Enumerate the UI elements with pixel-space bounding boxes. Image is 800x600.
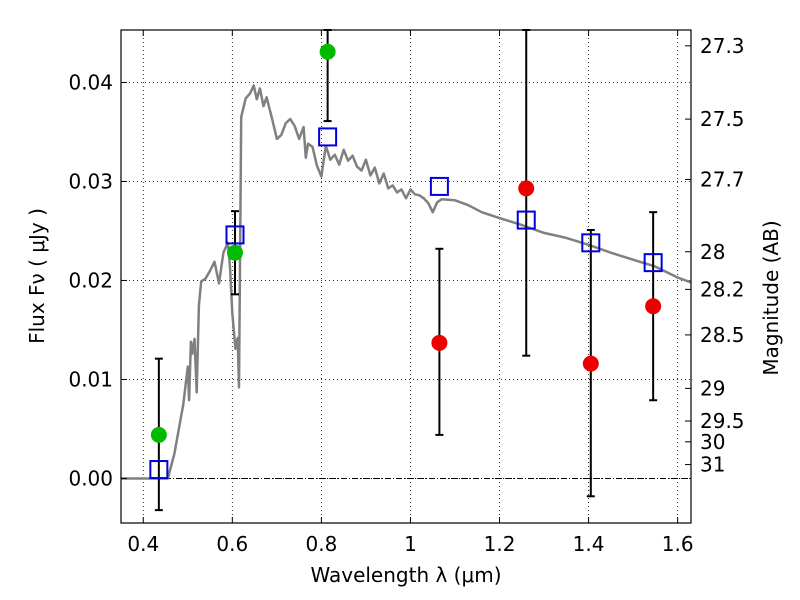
grid-layer (121, 30, 691, 523)
x-tick-label: 1.6 (662, 532, 694, 556)
model-flux-square (516, 210, 536, 230)
tick-layer: 0.4 0.6 0.8 1 1.2 1.4 1.6 0.00 0.01 0.02 0.03 0.04 2… (68, 30, 745, 556)
y2-tick-label: 28.5 (700, 323, 745, 347)
photometry-point (518, 180, 535, 197)
y-tick-label: 0.01 (68, 367, 113, 391)
y2-tick-label: 29.5 (700, 409, 745, 433)
photometry-point (645, 298, 662, 315)
y-tick-label: 0.02 (68, 268, 113, 292)
plot-frame (120, 29, 692, 524)
x-tick-label: 1 (404, 532, 417, 556)
x-tick-label: 0.4 (127, 532, 159, 556)
y2-axis-label: Magnitude (AB) (759, 220, 783, 375)
photometry-point (431, 334, 448, 351)
y2-tick-label: 27.5 (700, 107, 745, 131)
photometry-point (319, 43, 336, 60)
x-tick-label: 0.8 (305, 532, 337, 556)
x-axis-label: Wavelength λ (μm) (310, 563, 501, 587)
y2-tick-label: 27.3 (700, 34, 745, 58)
x-tick-label: 1.4 (573, 532, 605, 556)
model-flux-square (225, 225, 245, 245)
x-tick-label: 1.2 (484, 532, 516, 556)
model-spectrum-line (121, 84, 692, 480)
photometry-point (227, 244, 243, 261)
x-tick-label: 0.6 (216, 532, 248, 556)
marker-layer (149, 43, 663, 480)
y-tick-label: 0.03 (68, 169, 113, 193)
model-flux-square (149, 460, 169, 480)
model-flux-square (429, 176, 449, 196)
y-tick-label: 0.04 (68, 70, 113, 94)
y2-tick-label: 27.7 (700, 167, 745, 191)
model-flux-square (318, 127, 338, 147)
model-flux-square (643, 253, 663, 273)
model-spectrum-layer (121, 84, 692, 480)
model-flux-square (581, 233, 601, 253)
y2-tick-label: 31 (700, 453, 725, 477)
photometry-point (582, 355, 599, 372)
y-tick-label: 0.00 (68, 466, 113, 490)
y-axis-label: Flux Fν ( μJy ) (25, 208, 49, 344)
photometry-point (150, 426, 167, 443)
y2-tick-label: 29 (700, 376, 725, 400)
y2-tick-label: 30 (700, 430, 725, 454)
y2-tick-label: 28.2 (700, 277, 745, 301)
y2-tick-label: 28 (700, 240, 725, 264)
